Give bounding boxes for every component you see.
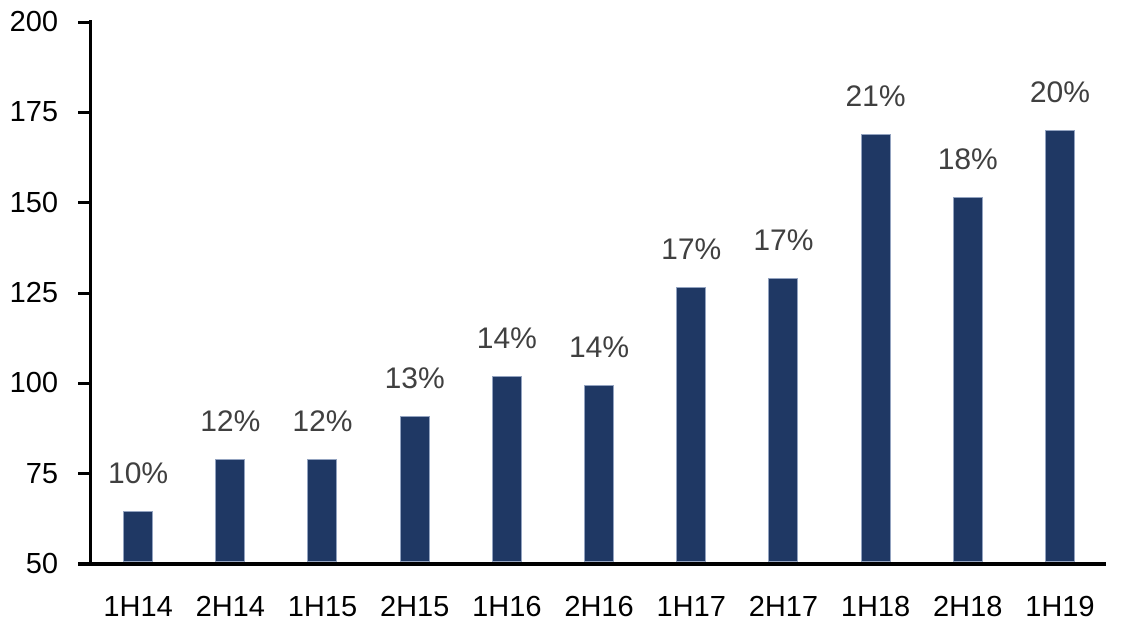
bar-value-label-2H16: 14%: [568, 330, 630, 364]
bar-2H15: [399, 415, 430, 562]
x-tick-label-2H16: 2H16: [564, 591, 634, 623]
bar-value-label-1H15: 12%: [292, 405, 353, 439]
x-tick-label-1H15: 1H15: [287, 591, 358, 623]
bar-value-label-1H19: 20%: [1029, 76, 1090, 110]
y-tick-label-100: 100: [9, 367, 58, 400]
bar-value-label-2H14: 12%: [200, 405, 261, 439]
y-tick-label-200: 200: [9, 6, 58, 39]
bar-value-label-1H16: 14%: [476, 321, 537, 355]
y-tick-mark-100: [78, 381, 92, 385]
y-tick-mark-125: [78, 291, 92, 295]
y-tick-mark-175: [78, 110, 92, 114]
x-tick-label-2H18: 2H18: [933, 591, 1003, 623]
y-tick-label-75: 75: [25, 457, 58, 490]
y-tick-label-175: 175: [9, 96, 58, 129]
y-tick-mark-200: [78, 20, 92, 24]
x-axis-line: [78, 562, 1106, 566]
x-tick-label-1H14: 1H14: [103, 591, 173, 623]
x-tick-label-1H17: 1H17: [656, 591, 726, 623]
y-tick-label-150: 150: [9, 186, 58, 219]
bar-2H16: [584, 384, 614, 562]
y-axis-line: [89, 20, 92, 566]
bar-1H16: [491, 375, 522, 562]
y-tick-mark-75: [78, 472, 92, 476]
bar-value-label-1H18: 21%: [845, 79, 906, 113]
bar-1H15: [307, 459, 338, 562]
bar-2H18: [952, 197, 983, 562]
bar-2H14: [215, 459, 246, 562]
x-tick-label-2H15: 2H15: [379, 591, 450, 623]
bar-1H17: [676, 287, 707, 562]
bar-2H17: [768, 278, 799, 562]
bar-1H19: [1044, 130, 1075, 562]
x-tick-label-1H19: 1H19: [1025, 591, 1095, 623]
bar-value-label-2H15: 13%: [384, 361, 445, 395]
bar-value-label-2H17: 17%: [753, 224, 814, 258]
bar-1H14: [123, 511, 154, 562]
x-tick-label-2H14: 2H14: [195, 591, 265, 623]
bar-value-label-1H17: 17%: [661, 233, 722, 267]
bar-value-label-1H14: 10%: [108, 457, 169, 491]
x-tick-label-1H18: 1H18: [840, 591, 911, 623]
bar-value-label-2H18: 18%: [937, 143, 998, 177]
bar-1H18: [860, 133, 891, 562]
x-tick-label-2H17: 2H17: [748, 591, 819, 623]
x-tick-label-1H16: 1H16: [472, 591, 542, 623]
y-tick-label-125: 125: [9, 277, 58, 310]
y-tick-label-50: 50: [25, 548, 58, 580]
y-tick-mark-150: [78, 201, 92, 205]
